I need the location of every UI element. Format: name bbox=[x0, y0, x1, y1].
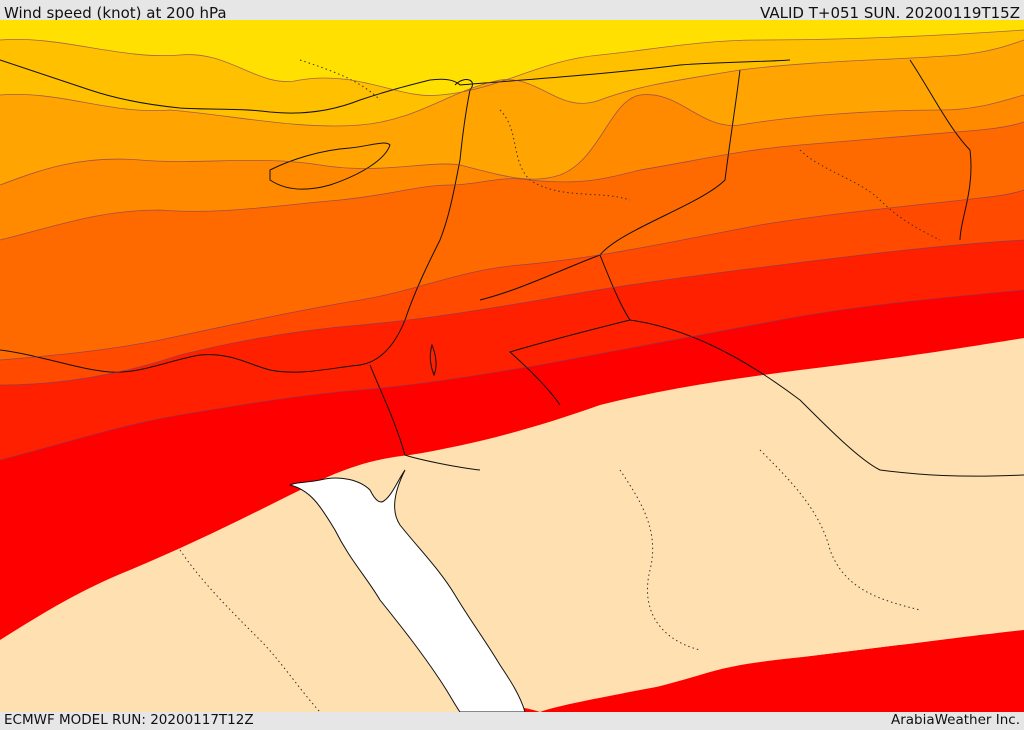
map-header: Wind speed (knot) at 200 hPa VALID T+051… bbox=[0, 3, 1024, 23]
dead-sea bbox=[429, 343, 437, 377]
admin-3 bbox=[759, 449, 921, 611]
border-4 bbox=[509, 319, 631, 406]
turkey-coast bbox=[0, 59, 461, 114]
low-wind-region bbox=[0, 338, 1024, 712]
cyprus bbox=[269, 142, 391, 190]
map-footer: ECMWF MODEL RUN: 20200117T12Z ArabiaWeat… bbox=[0, 710, 1024, 729]
border-2 bbox=[479, 69, 741, 301]
admin-5 bbox=[799, 149, 941, 241]
model-run: ECMWF MODEL RUN: 20200117T12Z bbox=[4, 712, 254, 728]
map-canvas bbox=[0, 20, 1024, 712]
border-6 bbox=[909, 59, 972, 241]
red-sea bbox=[288, 469, 526, 712]
wind-speed-map bbox=[0, 20, 1024, 712]
southern-band bbox=[560, 630, 1024, 712]
admin-4 bbox=[179, 549, 321, 712]
border-5 bbox=[369, 364, 481, 471]
admin-2 bbox=[619, 469, 701, 651]
valid-time: VALID T+051 SUN. 20200119T15Z bbox=[760, 4, 1020, 22]
border-1 bbox=[459, 59, 791, 86]
admin-6 bbox=[299, 59, 381, 101]
med-coast bbox=[0, 79, 473, 373]
credit: ArabiaWeather Inc. bbox=[890, 712, 1020, 728]
map-title: Wind speed (knot) at 200 hPa bbox=[4, 4, 227, 22]
border-3 bbox=[599, 254, 1024, 477]
